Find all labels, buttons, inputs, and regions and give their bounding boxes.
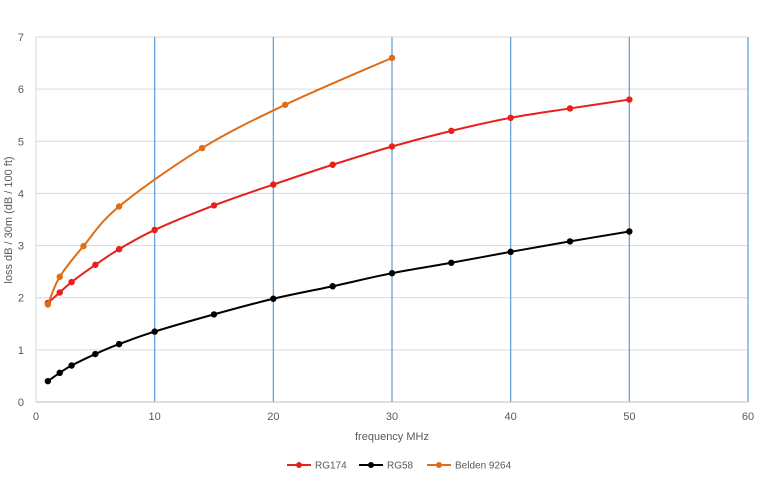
x-tick-labels: 0 10 20 30 40 50 60: [33, 411, 754, 423]
data-point-belden-9264: [44, 301, 52, 308]
legend-entry-rg58: RG58: [359, 461, 414, 472]
data-point-rg174: [507, 114, 514, 122]
x-tick-label: 0: [33, 411, 39, 423]
legend-marker: [368, 462, 374, 468]
data-point-rg58: [626, 228, 633, 235]
legend-label: Belden 9264: [455, 461, 512, 472]
data-point-rg174: [92, 261, 99, 269]
axes: [35, 37, 748, 403]
x-tick-label: 10: [149, 411, 161, 423]
legend-label: RG58: [387, 461, 414, 472]
data-point-rg58: [92, 350, 99, 358]
legend-label: RG174: [315, 461, 347, 472]
data-point-rg174: [210, 202, 218, 209]
data-point-rg58: [329, 283, 336, 290]
x-tick-label: 30: [386, 411, 398, 423]
y-tick-label: 5: [18, 136, 24, 148]
data-point-rg58: [507, 248, 514, 256]
series-rg58: [44, 228, 633, 385]
y-tick-label: 6: [18, 84, 24, 96]
data-point-rg58: [56, 369, 63, 376]
y-tick-label: 3: [18, 241, 24, 253]
x-tick-label: 40: [505, 411, 517, 423]
data-point-belden-9264: [388, 54, 396, 62]
data-point-rg58: [210, 311, 218, 318]
y-tick-labels: 0 1 2 3 4 5 6 7: [18, 32, 24, 409]
data-point-rg58: [448, 259, 455, 266]
data-point-rg174: [151, 226, 158, 234]
data-point-rg174: [270, 181, 277, 188]
y-axis-title: loss dB / 30m (dB / 100 ft): [3, 156, 15, 283]
y-tick-label: 4: [18, 188, 24, 200]
data-point-belden-9264: [115, 203, 123, 210]
legend-marker: [296, 462, 302, 468]
x-axis-title: frequency MHz: [355, 431, 429, 443]
data-point-rg58: [115, 340, 123, 348]
data-point-rg58: [566, 238, 574, 245]
x-tick-label: 60: [742, 411, 754, 423]
series-line-rg58: [47, 230, 630, 382]
x-tick-label: 20: [267, 411, 279, 423]
data-point-rg174: [56, 289, 63, 296]
data-point-belden-9264: [282, 101, 289, 108]
x-tick-label: 50: [623, 411, 635, 423]
data-point-rg58: [151, 328, 158, 335]
data-point-belden-9264: [56, 273, 63, 281]
vertical-gridlines: [154, 37, 749, 402]
legend-entry-belden-9264: Belden 9264: [427, 461, 512, 472]
data-point-rg174: [68, 278, 75, 286]
series-layer: [44, 54, 633, 385]
legend: RG174 RG58 Belden 9264: [287, 461, 512, 472]
data-point-rg174: [388, 143, 396, 150]
y-tick-label: 2: [18, 293, 24, 305]
data-point-rg174: [448, 127, 455, 135]
series-line-belden-9264: [46, 56, 393, 305]
data-point-rg58: [270, 295, 277, 302]
y-tick-label: 1: [18, 345, 24, 357]
series-line-rg174: [47, 98, 630, 304]
data-point-rg174: [115, 246, 123, 253]
legend-marker: [436, 462, 442, 468]
data-point-rg174: [329, 161, 336, 168]
legend-entry-rg174: RG174: [287, 461, 347, 472]
data-point-rg58: [44, 377, 52, 385]
y-tick-label: 7: [18, 32, 24, 44]
series-belden-9264: [44, 54, 396, 308]
data-point-belden-9264: [198, 144, 206, 152]
data-point-belden-9264: [80, 242, 87, 250]
data-point-rg174: [566, 105, 574, 112]
data-point-rg174: [626, 96, 633, 103]
data-point-rg58: [68, 362, 75, 369]
y-tick-label: 0: [18, 397, 24, 409]
data-point-rg58: [388, 270, 396, 277]
series-rg174: [44, 96, 633, 307]
